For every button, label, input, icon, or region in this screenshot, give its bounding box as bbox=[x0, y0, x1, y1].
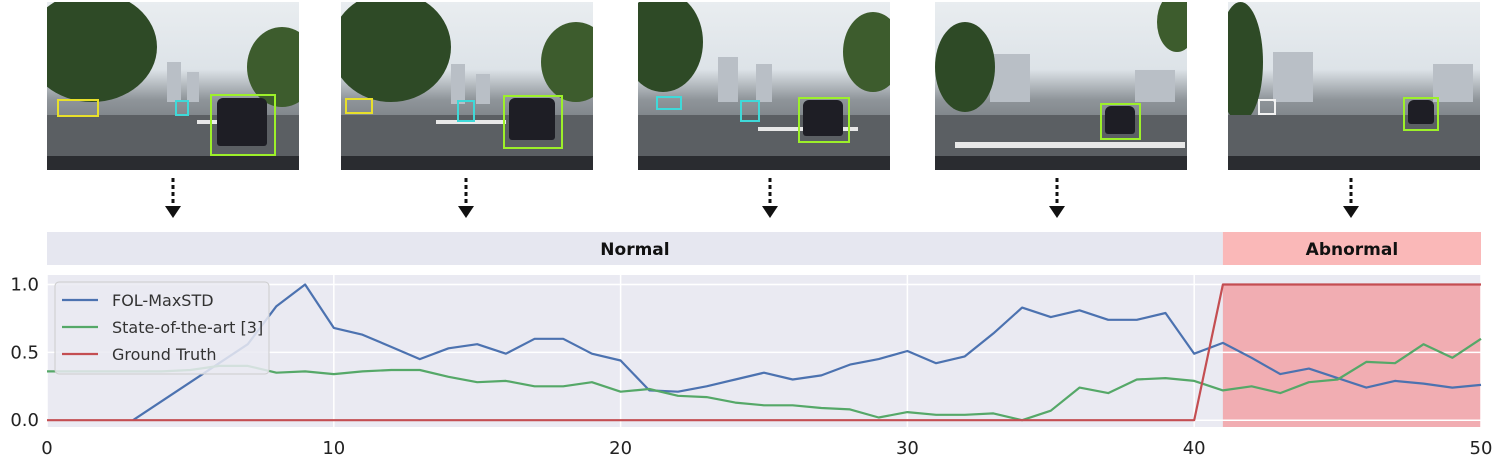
x-tick-label: 40 bbox=[1183, 438, 1206, 459]
building bbox=[1273, 52, 1313, 102]
dashboard bbox=[638, 156, 890, 170]
building bbox=[167, 62, 181, 102]
video-frames-strip bbox=[0, 0, 1495, 230]
detection-box bbox=[57, 99, 99, 117]
car bbox=[509, 98, 555, 140]
down-arrow-icon bbox=[1343, 178, 1359, 218]
video-frame-3 bbox=[638, 2, 890, 170]
normal-band bbox=[47, 232, 1223, 265]
detection-box bbox=[503, 95, 563, 149]
down-arrow-icon bbox=[762, 178, 778, 218]
detection-box bbox=[656, 96, 682, 110]
video-frame-5 bbox=[1228, 2, 1480, 170]
detection-box bbox=[740, 100, 760, 122]
legend-label: State-of-the-art [3] bbox=[112, 318, 263, 337]
building bbox=[187, 72, 199, 102]
series-lines bbox=[47, 283, 1482, 422]
dashboard bbox=[1228, 156, 1480, 170]
tree bbox=[935, 22, 995, 112]
car bbox=[1408, 100, 1434, 124]
down-arrow-icon bbox=[1049, 178, 1065, 218]
ground-truth-line bbox=[47, 283, 1481, 422]
detection-box bbox=[457, 100, 475, 122]
car bbox=[1105, 106, 1135, 134]
x-tick-label: 10 bbox=[322, 438, 345, 459]
y-tick-label: 1.0 bbox=[10, 275, 39, 296]
building bbox=[718, 57, 738, 102]
down-arrow-icon bbox=[458, 178, 474, 218]
normal-band-label: Normal bbox=[600, 240, 669, 260]
fol-maxstd-line bbox=[132, 283, 1482, 422]
building bbox=[476, 74, 490, 104]
building bbox=[1433, 64, 1473, 102]
x-tick-label: 0 bbox=[41, 438, 52, 459]
dashboard bbox=[47, 156, 299, 170]
legend-label: FOL-MaxSTD bbox=[112, 291, 214, 310]
detection-box bbox=[210, 94, 276, 156]
axis-ticks: 0 10 20 30 40 50 0.0 0.5 1.0 bbox=[10, 275, 1492, 460]
abnormal-band bbox=[1222, 232, 1481, 265]
tree bbox=[247, 27, 299, 107]
tree bbox=[541, 22, 593, 102]
tree bbox=[341, 2, 451, 102]
building bbox=[756, 64, 772, 102]
state-of-the-art-line bbox=[47, 337, 1482, 422]
x-tick-label: 20 bbox=[609, 438, 632, 459]
detection-box bbox=[345, 98, 373, 114]
detection-box bbox=[1258, 99, 1276, 115]
down-arrow-icon bbox=[165, 178, 181, 218]
legend-box bbox=[54, 281, 270, 375]
dashboard bbox=[341, 156, 593, 170]
y-tick-label: 0.0 bbox=[10, 410, 39, 431]
car bbox=[803, 100, 843, 136]
building bbox=[451, 64, 465, 104]
dashboard bbox=[935, 156, 1187, 170]
tree bbox=[1228, 2, 1263, 122]
detection-box bbox=[1100, 103, 1141, 140]
x-tick-label: 50 bbox=[1470, 438, 1493, 459]
video-frame-2 bbox=[341, 2, 593, 170]
building bbox=[990, 54, 1030, 102]
x-tick-label: 30 bbox=[896, 438, 919, 459]
video-frame-1 bbox=[47, 2, 299, 170]
y-tick-label: 0.5 bbox=[10, 342, 39, 363]
abnormal-band-label: Abnormal bbox=[1306, 240, 1399, 260]
crosswalk bbox=[436, 120, 506, 124]
abnormal-region-shade bbox=[1222, 284, 1481, 427]
tree bbox=[843, 12, 890, 92]
detection-box bbox=[175, 100, 189, 116]
crosswalk bbox=[955, 142, 1185, 148]
video-frame-4 bbox=[935, 2, 1187, 170]
detection-box bbox=[798, 97, 850, 143]
state-bands: Normal Abnormal bbox=[47, 232, 1481, 265]
legend-label: Ground Truth bbox=[112, 345, 217, 364]
detection-box bbox=[1403, 97, 1439, 131]
building bbox=[1135, 70, 1175, 102]
legend: FOL-MaxSTD State-of-the-art [3] Ground Tru… bbox=[54, 281, 270, 375]
car bbox=[217, 98, 267, 146]
